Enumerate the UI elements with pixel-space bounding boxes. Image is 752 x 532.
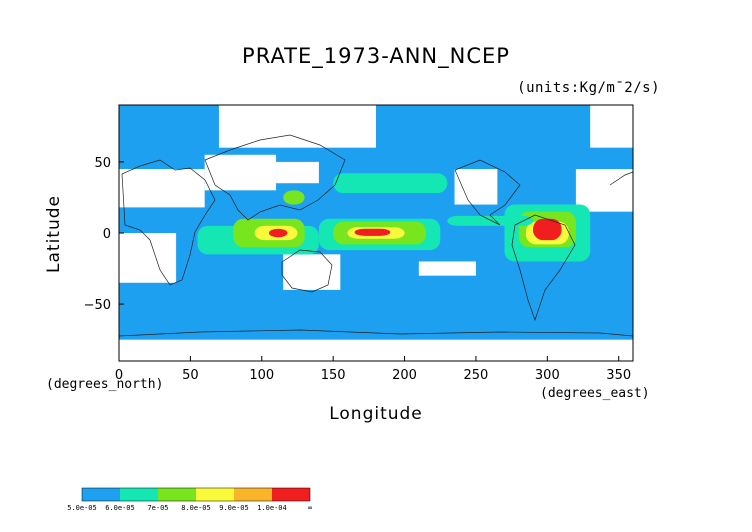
colorbar-label: 5.0e-05 bbox=[67, 504, 97, 512]
colorbar-label: 7e-05 bbox=[147, 504, 168, 512]
x-ticks: 0 50 100 150 200 250 300 350 bbox=[115, 356, 631, 383]
precip-region-13 bbox=[333, 173, 448, 194]
colorbar-segment bbox=[196, 488, 234, 501]
y-axis-units: (degrees_north) bbox=[46, 377, 164, 392]
y-tick-label: 50 bbox=[94, 156, 111, 171]
dry-area-8 bbox=[218, 105, 376, 148]
x-tick-label: 350 bbox=[606, 368, 631, 383]
colorbar-label: 8.0e-05 bbox=[181, 504, 211, 512]
colorbar-segment bbox=[120, 488, 158, 501]
dry-area-4 bbox=[283, 254, 341, 290]
south-america-coast bbox=[511, 214, 576, 322]
colorbar-segment bbox=[82, 488, 120, 501]
dry-area-9 bbox=[590, 105, 633, 148]
dry-area-2 bbox=[276, 161, 319, 184]
colorbar-label: 6.0e-05 bbox=[105, 504, 135, 512]
y-ticks: 50 0 −50 bbox=[84, 156, 124, 313]
dry-area-5 bbox=[454, 169, 498, 205]
australia-coast bbox=[281, 249, 333, 293]
africa-coast bbox=[121, 159, 216, 286]
x-tick-label: 150 bbox=[321, 368, 346, 383]
colorbar-segment bbox=[272, 488, 310, 501]
north-america-coast bbox=[454, 159, 521, 226]
antarctica-coast bbox=[118, 329, 634, 337]
colorbar-segment bbox=[234, 488, 272, 501]
y-tick-label: 0 bbox=[103, 227, 111, 242]
colorbar-label: ∞ bbox=[308, 504, 312, 512]
precip-region-15 bbox=[283, 190, 305, 205]
dry-area-1 bbox=[204, 154, 277, 191]
dry-area-3 bbox=[119, 233, 177, 283]
coastlines bbox=[118, 134, 634, 337]
colorbar: 5.0e-05 6.0e-05 7e-05 8.0e-05 9.0e-05 1.0e-04… bbox=[67, 487, 312, 512]
precip-region-4 bbox=[354, 228, 391, 236]
y-tick-label: −50 bbox=[84, 298, 111, 313]
precip-region-12 bbox=[533, 218, 562, 241]
colorbar-label: 1.0e-04 bbox=[257, 504, 287, 512]
colorbar-border bbox=[81, 487, 311, 502]
x-tick-label: 300 bbox=[535, 368, 560, 383]
europe-coast bbox=[609, 171, 634, 186]
units-label: (units:Kg/m¯2/s) bbox=[517, 80, 660, 96]
colorbar-segment bbox=[158, 488, 196, 501]
dry-area-7 bbox=[119, 339, 633, 361]
precip-region-14 bbox=[447, 215, 534, 226]
x-axis-units: (degrees_east) bbox=[540, 386, 650, 401]
asia-coast bbox=[204, 134, 346, 221]
x-tick-label: 50 bbox=[182, 368, 199, 383]
x-tick-label: 100 bbox=[249, 368, 274, 383]
map-cells bbox=[119, 105, 633, 361]
x-tick-label: 250 bbox=[464, 368, 489, 383]
dry-area-0 bbox=[119, 169, 205, 208]
chart-title: PRATE_1973-ANN_NCEP bbox=[242, 44, 510, 68]
dry-area-10 bbox=[418, 261, 476, 276]
x-tick-label: 200 bbox=[392, 368, 417, 383]
x-tick-label: 0 bbox=[115, 368, 123, 383]
precip-region-8 bbox=[268, 228, 288, 238]
colorbar-label: 9.0e-05 bbox=[219, 504, 249, 512]
x-axis-label: Longitude bbox=[329, 404, 423, 424]
